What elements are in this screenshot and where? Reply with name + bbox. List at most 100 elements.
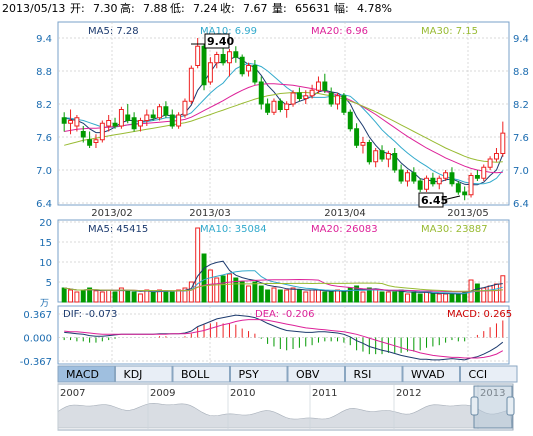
dea-line [64,319,504,359]
candle [424,175,430,192]
candle [328,87,334,107]
tab-cci[interactable]: CCI [460,365,518,383]
macd-panel-frame [57,305,510,365]
candle [252,60,258,85]
price-y-tick-right: 8.2 [513,100,529,111]
tab-rsi[interactable]: RSI [345,365,403,383]
volume-bar [315,289,321,303]
tab-label: KDJ [124,368,143,381]
candle-body [493,153,499,160]
candle-body [309,89,315,97]
range-handle-right[interactable] [506,396,515,416]
tab-wvad[interactable]: WVAD [402,365,460,383]
candle-body [239,56,245,75]
tab-label: BOLL [181,368,210,381]
legend-vol-ma20: MA20: 26083 [311,224,378,235]
candle [335,93,341,110]
overview-year-label: 2012 [396,388,421,399]
tab-label: CCI [469,368,488,381]
low-value: 7.24 [193,2,218,15]
price-x-tick: 2013/05 [447,208,489,219]
candle-body [354,128,360,146]
range-selection-window[interactable] [473,385,513,429]
candle [271,98,277,115]
candle [80,126,86,143]
volume-bar [436,293,442,303]
price-y-tick-right: 6.4 [513,199,529,210]
candle-body [404,172,410,182]
candle [487,156,493,170]
candle [417,178,423,192]
candle [430,172,436,187]
volume-y-axis: 20 15 10 5 [39,218,52,289]
candle [455,181,461,195]
high-value: 7.88 [143,2,168,15]
candle-body [468,175,474,196]
candle-body [233,51,239,58]
tab-background [172,365,230,383]
low-price-marker: 6.45 [418,192,461,208]
overview-selection[interactable] [470,385,515,429]
volume-bar [201,253,207,303]
candle-body [74,117,80,127]
candle-body [462,191,468,196]
candle-body [246,65,252,72]
candle [296,87,302,102]
candle [385,150,391,168]
volume-bar [303,291,309,303]
candle-body [131,117,137,130]
candle [131,112,137,132]
candle-body [214,54,220,64]
tab-kdj[interactable]: KDJ [115,365,173,383]
candle [106,115,112,132]
legend-dea: DEA: -0.206 [255,309,314,320]
overview-year-label: 2010 [230,388,255,399]
volume-bar [74,291,80,303]
volume-bar [392,291,398,303]
tab-macd[interactable]: MACD [57,365,115,383]
volume-bar [182,287,188,303]
tab-boll[interactable]: BOLL [172,365,230,383]
volume-bar [99,291,105,303]
tab-psy[interactable]: PSY [230,365,288,383]
macd-legend: DIF: -0.073 DEA: -0.206 MACD: 0.265 [63,309,512,320]
quote-date: 2013/05/13 [2,2,65,15]
candle-body [61,117,67,124]
candle [233,46,239,63]
candle-body [226,51,232,64]
candle [195,38,201,69]
volume-bar [68,289,74,303]
range-handle-left[interactable] [470,396,479,416]
candle [87,131,93,148]
candle [99,120,105,143]
price-y-tick-left: 8.2 [36,100,52,111]
candle [341,93,347,115]
price-panel-frame [57,21,510,206]
quote-header: 2013/05/13 开: 7.30 高: 7.88 低: 7.24 收: 7.… [2,1,392,15]
legend-macd: MACD: 0.265 [447,309,512,320]
candle [182,98,188,118]
tab-obv[interactable]: OBV [287,365,345,383]
volume-bar [61,287,67,303]
candle-body [481,166,487,179]
candle [226,49,232,77]
candle [125,104,131,124]
candle-body [125,114,131,121]
candle-body [118,109,124,127]
candle [481,164,487,181]
candle [379,145,385,162]
tab-background [115,365,173,383]
volume-bar [118,287,124,303]
candle [150,109,156,121]
candle-body [99,122,105,141]
price-y-tick-right: 7.6 [513,133,529,144]
price-y-axis-right: 9.4 8.8 8.2 7.6 7.0 6.4 [513,34,529,210]
candle [500,121,506,157]
volume-bar [271,287,277,303]
candle [163,101,169,118]
volume-bar [93,290,99,303]
candle-body [157,106,163,119]
candle-body [93,139,99,143]
candle [392,148,398,173]
volume-bar [226,273,232,303]
